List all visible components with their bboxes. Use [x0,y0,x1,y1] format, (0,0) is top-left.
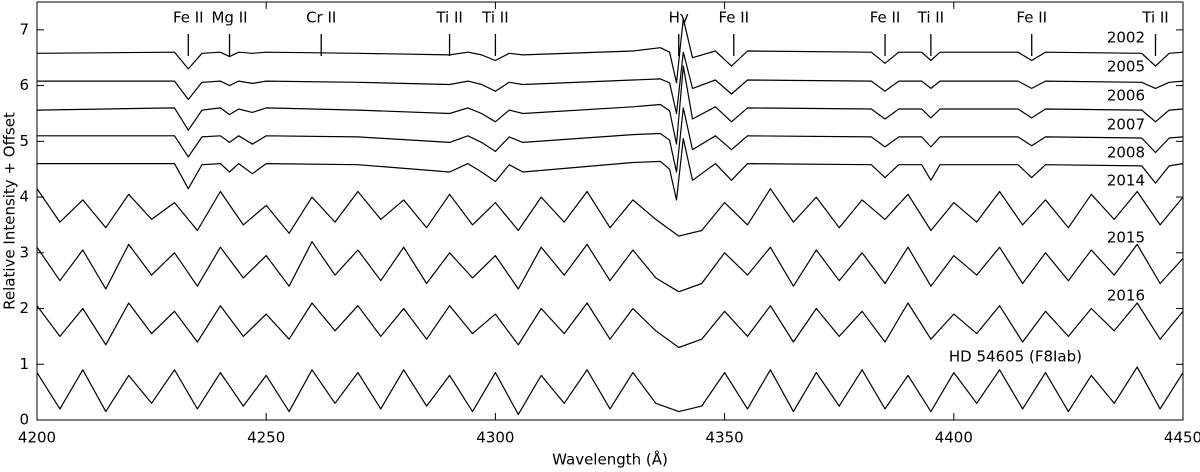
spectrum-label: 2007 [1107,116,1145,134]
spectrum-line [37,107,1184,173]
line-label: Cr II [306,9,336,27]
spectrum-label: 2016 [1107,287,1145,305]
y-axis-label: Relative Intensity + Offset [1,112,19,310]
spectrum-line [36,18,1184,84]
y-tick-label: 4 [19,188,29,206]
x-tick-label: 4350 [706,429,744,447]
line-label: Mg II [211,9,247,27]
plot-frame [36,1,1184,421]
x-tick-label: 4400 [935,429,973,447]
x-tick-label: 4250 [247,429,285,447]
spectrum-line [36,241,1184,293]
line-label: Fe II [718,9,749,27]
x-axis-label: Wavelength (Å) [552,450,668,469]
spectrum-label: 2008 [1107,144,1145,162]
line-label: Ti II [1141,9,1168,27]
x-tick-label: 4300 [476,429,514,447]
x-tick-label: 4450 [1164,429,1200,447]
line-label: Ti II [481,9,508,27]
spectrum-label: 2005 [1107,58,1145,76]
spectrum-line [36,188,1184,237]
y-tick-label: 0 [19,411,29,429]
spectrum-line [37,51,1184,115]
y-tick-label: 6 [19,76,29,94]
line-label: Fe II [173,9,204,27]
y-tick-label: 3 [19,243,29,261]
y-tick-label: 2 [19,299,29,317]
line-label: Fe II [1016,9,1047,27]
spectrum-label: 2002 [1107,29,1145,47]
spectrum-line [36,65,1184,145]
spectrum-label: 2014 [1107,172,1145,190]
y-tick-label: 1 [19,355,29,373]
line-label: Fe II [870,9,901,27]
y-tick-label: 7 [19,20,29,38]
spectrum-label: 2015 [1107,229,1145,247]
line-label: Ti II [917,9,944,27]
spectrum-line [36,366,1184,415]
line-label: Hγ [669,9,689,27]
line-label: Ti II [435,9,462,27]
spectrum-line [37,137,1184,201]
spectrum-label: 2006 [1107,87,1145,105]
spectrum-line [36,302,1184,349]
x-tick-label: 4200 [18,429,56,447]
y-tick-label: 5 [19,132,29,150]
spectrum-label: HD 54605 (F8Iab) [949,348,1082,366]
